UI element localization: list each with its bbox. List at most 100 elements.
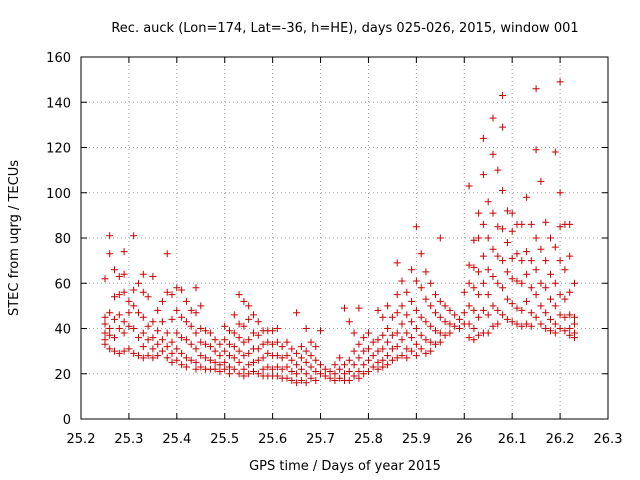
data-point <box>513 320 521 328</box>
data-point <box>374 358 382 366</box>
data-point <box>499 257 507 265</box>
x-tick-labels: 25.2 25.3 25.4 25.5 25.6 25.7 25.8 25.9 26 26.1 26… <box>67 432 623 447</box>
data-point <box>350 361 358 369</box>
data-point <box>441 302 449 310</box>
data-point <box>283 374 291 382</box>
data-point <box>144 336 152 344</box>
data-point <box>470 306 478 314</box>
data-point <box>460 288 468 296</box>
data-point <box>408 347 416 355</box>
data-point <box>551 302 559 310</box>
data-point <box>336 365 344 373</box>
data-point <box>355 354 363 362</box>
data-point <box>125 345 133 353</box>
data-point <box>470 236 478 244</box>
data-point <box>216 340 224 348</box>
data-point <box>523 297 531 305</box>
data-point <box>293 379 301 387</box>
data-point <box>489 302 497 310</box>
data-point <box>235 334 243 342</box>
data-point <box>537 279 545 287</box>
data-point <box>393 309 401 317</box>
data-point <box>178 361 186 369</box>
data-point <box>365 356 372 364</box>
data-point <box>484 311 492 319</box>
data-point <box>297 343 305 351</box>
data-point <box>269 340 277 348</box>
data-point <box>403 345 411 353</box>
data-point <box>221 347 229 355</box>
data-point <box>273 325 281 332</box>
data-point <box>173 345 181 353</box>
data-point <box>542 284 550 292</box>
data-point <box>499 187 507 194</box>
data-point <box>465 182 473 190</box>
data-point <box>412 352 420 360</box>
data-point <box>302 347 310 355</box>
data-point <box>403 354 411 362</box>
data-point <box>149 345 157 353</box>
data-point <box>556 311 564 319</box>
data-point <box>336 374 344 382</box>
data-point <box>388 331 396 339</box>
data-point <box>120 318 128 326</box>
data-point <box>254 345 262 353</box>
data-point <box>254 331 262 339</box>
x-tick-label: 26.3 <box>594 432 623 447</box>
data-point <box>168 291 176 299</box>
data-point <box>120 248 128 256</box>
data-point <box>547 295 554 303</box>
data-point <box>518 257 526 265</box>
data-point <box>130 286 138 294</box>
data-point <box>341 361 348 369</box>
data-point <box>571 313 578 321</box>
data-point <box>566 220 574 228</box>
data-point <box>547 234 554 242</box>
data-point <box>202 340 210 348</box>
data-point <box>230 365 238 373</box>
data-point <box>192 358 200 366</box>
data-point <box>135 279 142 287</box>
data-point <box>369 338 377 346</box>
data-point <box>288 356 296 364</box>
data-point <box>163 329 171 337</box>
x-tick-label: 26 <box>456 432 473 447</box>
data-point <box>503 295 511 303</box>
data-point <box>446 329 454 337</box>
y-tick-label: 0 <box>63 413 71 428</box>
data-point <box>226 340 233 348</box>
data-point <box>475 331 483 339</box>
data-point <box>259 365 267 373</box>
data-point <box>489 273 497 280</box>
data-point <box>139 288 147 296</box>
data-point <box>163 250 171 258</box>
data-point <box>374 306 382 314</box>
data-point <box>135 352 142 360</box>
data-point <box>307 363 315 371</box>
data-point <box>158 347 166 355</box>
grid-lines <box>81 57 608 419</box>
axis-ticks <box>80 56 609 420</box>
data-point <box>245 361 253 369</box>
data-point <box>139 270 147 278</box>
data-point <box>245 336 253 344</box>
data-point <box>312 377 320 384</box>
data-point <box>494 166 502 174</box>
data-point <box>120 288 128 296</box>
data-point <box>240 352 248 360</box>
data-point <box>470 325 478 332</box>
data-point <box>240 297 248 305</box>
data-point <box>355 368 363 375</box>
data-point <box>192 309 200 317</box>
data-point <box>542 218 550 226</box>
data-point <box>388 345 396 353</box>
data-point <box>470 336 478 344</box>
data-point <box>571 334 578 342</box>
data-point <box>561 266 569 274</box>
data-point <box>168 315 176 323</box>
data-point <box>302 325 310 332</box>
data-point <box>484 266 492 274</box>
data-point <box>556 257 564 265</box>
data-point <box>216 361 224 369</box>
